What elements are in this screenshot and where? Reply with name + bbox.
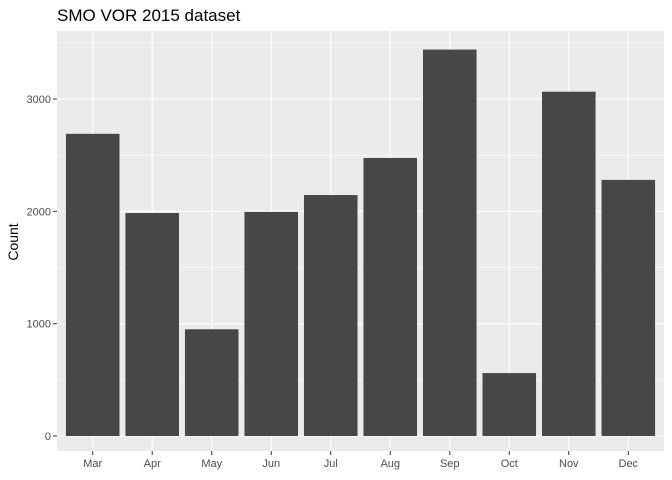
x-tick-label: Apr <box>144 458 161 470</box>
x-tick-label: Jun <box>262 458 280 470</box>
y-tick-label: 0 <box>45 431 51 443</box>
chart-title: SMO VOR 2015 dataset <box>57 6 241 25</box>
x-tick-label: Jul <box>324 458 338 470</box>
bar-oct <box>482 373 536 436</box>
x-tick-label: Nov <box>559 458 579 470</box>
bar-nov <box>542 92 596 436</box>
y-tick-label: 2000 <box>27 206 51 218</box>
x-tick-label: Aug <box>380 458 400 470</box>
x-tick-label: Sep <box>440 458 460 470</box>
y-axis-ticks: 0 1000 2000 3000 <box>27 94 57 443</box>
bar-sep <box>423 50 477 436</box>
bar-aug <box>363 158 417 436</box>
bar-dec <box>602 180 656 436</box>
bar-apr <box>125 213 179 436</box>
y-tick-label: 3000 <box>27 94 51 106</box>
x-tick-label: Mar <box>83 458 102 470</box>
x-tick-label: Dec <box>619 458 639 470</box>
x-axis-ticks: Mar Apr May Jun Jul Aug Sep Oct Nov Dec <box>83 451 638 470</box>
bar-mar <box>66 134 120 436</box>
x-tick-label: Oct <box>501 458 518 470</box>
bar-jun <box>244 212 298 436</box>
bar-may <box>185 329 239 436</box>
y-axis-title: Count <box>5 223 21 260</box>
bar-jul <box>304 195 358 436</box>
x-tick-label: May <box>201 458 222 470</box>
y-tick-label: 1000 <box>27 319 51 331</box>
